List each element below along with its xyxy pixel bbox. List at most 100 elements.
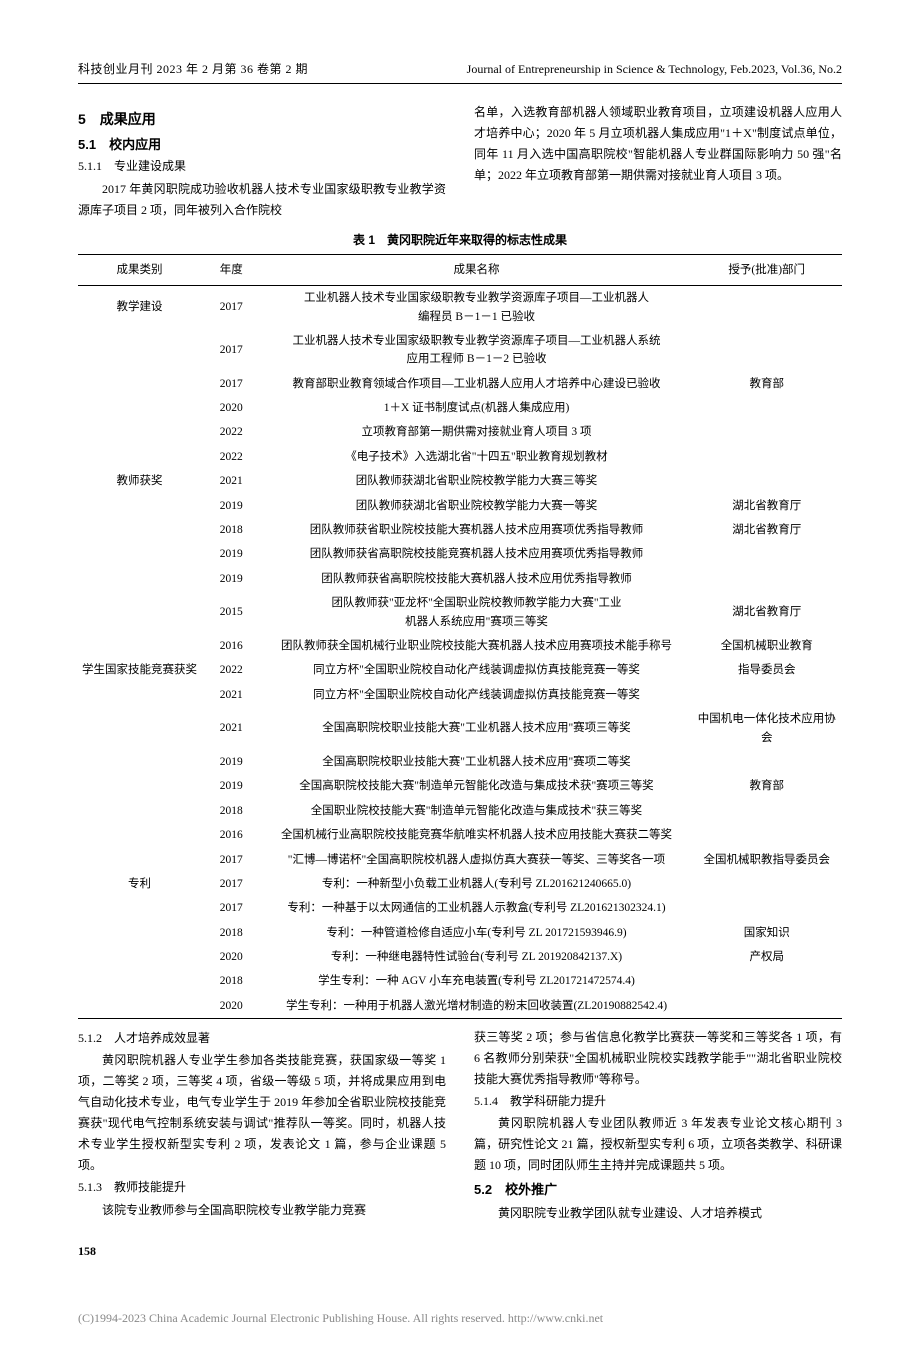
- table-row: 2020专利：一种继电器特性试验台(专利号 ZL 201920842137.X)…: [78, 945, 842, 969]
- bottom-left-col: 5.1.2 人才培养成效显著 黄冈职院机器人专业学生参加各类技能竞赛，获国家级一…: [78, 1027, 446, 1224]
- cell-dept: 教育部: [691, 372, 842, 396]
- cell-dept: [691, 872, 842, 896]
- cell-name: 专利：一种管道检修自适应小车(专利号 ZL 201721593946.9): [262, 921, 692, 945]
- cell-dept: 国家知识: [691, 921, 842, 945]
- footer: (C)1994-2023 China Academic Journal Elec…: [78, 1309, 842, 1328]
- cell-name: 专利：一种基于以太网通信的工业机器人示教盒(专利号 ZL201621302324…: [262, 896, 692, 920]
- cell-name: 团队教师获湖北省职业院校教学能力大赛一等奖: [262, 494, 692, 518]
- intro-left-col: 5 成果应用 5.1 校内应用 5.1.1 专业建设成果 2017 年黄冈职院成…: [78, 102, 446, 220]
- cell-year: 2019: [201, 750, 262, 774]
- cell-name: 全国职业院校技能大赛"制造单元智能化改造与集成技术"获三等奖: [262, 799, 692, 823]
- cell-dept: 湖北省教育厅: [691, 591, 842, 634]
- cell-category: [78, 634, 201, 658]
- cell-category: [78, 372, 201, 396]
- cell-category: [78, 799, 201, 823]
- cell-name: 学生专利：一种 AGV 小车充电装置(专利号 ZL201721472574.4): [262, 969, 692, 993]
- cell-year: 2017: [201, 896, 262, 920]
- cell-dept: [691, 969, 842, 993]
- table-row: 2017专利：一种基于以太网通信的工业机器人示教盒(专利号 ZL20162130…: [78, 896, 842, 920]
- cell-dept: 指导委员会: [691, 658, 842, 682]
- cell-year: 2015: [201, 591, 262, 634]
- cell-dept: [691, 286, 842, 329]
- cell-category: 学生国家技能竞赛获奖: [78, 658, 201, 682]
- cell-category: [78, 445, 201, 469]
- cell-year: 2019: [201, 494, 262, 518]
- cell-name: 《电子技术》入选湖北省"十四五"职业教育规划教材: [262, 445, 692, 469]
- cell-year: 2019: [201, 542, 262, 566]
- cell-year: 2022: [201, 658, 262, 682]
- cell-category: 教学建设: [78, 286, 201, 329]
- para-5-2: 黄冈职院专业教学团队就专业建设、人才培养模式: [474, 1203, 842, 1224]
- para-5-1-3: 该院专业教师参与全国高职院校专业教学能力竞赛: [78, 1200, 446, 1221]
- bottom-right-col: 获三等奖 2 项；参与省信息化教学比赛获一等奖和三等奖各 1 项，有 6 名教师…: [474, 1027, 842, 1224]
- table-row: 2017"汇博—博诺杯"全国高职院校机器人虚拟仿真大赛获一等奖、三等奖各一项全国…: [78, 848, 842, 872]
- running-header: 科技创业月刊 2023 年 2 月第 36 卷第 2 期 Journal of …: [78, 60, 842, 84]
- table-row: 20201＋X 证书制度试点(机器人集成应用): [78, 396, 842, 420]
- table-row: 2022立项教育部第一期供需对接就业育人项目 3 项: [78, 420, 842, 444]
- cell-name: 专利：一种继电器特性试验台(专利号 ZL 201920842137.X): [262, 945, 692, 969]
- table-row: 2021全国高职院校职业技能大赛"工业机器人技术应用"赛项三等奖中国机电一体化技…: [78, 707, 842, 750]
- cell-dept: 湖北省教育厅: [691, 494, 842, 518]
- cell-year: 2021: [201, 707, 262, 750]
- cell-year: 2018: [201, 518, 262, 542]
- table-row: 教学建设2017工业机器人技术专业国家级职教专业教学资源库子项目—工业机器人编程…: [78, 286, 842, 329]
- table-header-cell: 年度: [201, 254, 262, 285]
- heading-5-2: 5.2 校外推广: [474, 1180, 842, 1201]
- cell-year: 2022: [201, 420, 262, 444]
- table-row: 2019全国高职院校技能大赛"制造单元智能化改造与集成技术获"赛项三等奖教育部: [78, 774, 842, 798]
- table-row: 2019团队教师获省高职院校技能大赛机器人技术应用优秀指导教师: [78, 567, 842, 591]
- para-5-1-1-cont: 名单，入选教育部机器人领域职业教育项目，立项建设机器人应用人才培养中心；2020…: [474, 102, 842, 186]
- intro-columns: 5 成果应用 5.1 校内应用 5.1.1 专业建设成果 2017 年黄冈职院成…: [78, 102, 842, 220]
- cell-name: 同立方杯"全国职业院校自动化产线装调虚拟仿真技能竞赛一等奖: [262, 683, 692, 707]
- cell-year: 2017: [201, 329, 262, 372]
- cell-year: 2017: [201, 372, 262, 396]
- cell-year: 2018: [201, 799, 262, 823]
- table-row: 2018全国职业院校技能大赛"制造单元智能化改造与集成技术"获三等奖: [78, 799, 842, 823]
- cell-name: 团队教师获湖北省职业院校教学能力大赛三等奖: [262, 469, 692, 493]
- heading-5: 5 成果应用: [78, 108, 446, 130]
- cell-category: [78, 994, 201, 1019]
- cell-category: [78, 542, 201, 566]
- table-1-title: 表 1 黄冈职院近年来取得的标志性成果: [78, 231, 842, 250]
- cell-name: 全国高职院校技能大赛"制造单元智能化改造与集成技术获"赛项三等奖: [262, 774, 692, 798]
- table-row: 2018学生专利：一种 AGV 小车充电装置(专利号 ZL20172147257…: [78, 969, 842, 993]
- cell-name: 全国高职院校职业技能大赛"工业机器人技术应用"赛项二等奖: [262, 750, 692, 774]
- cell-year: 2018: [201, 969, 262, 993]
- table-row: 2018专利：一种管道检修自适应小车(专利号 ZL 201721593946.9…: [78, 921, 842, 945]
- table-header-row: 成果类别年度成果名称授予(批准)部门: [78, 254, 842, 285]
- cell-year: 2017: [201, 848, 262, 872]
- cell-dept: [691, 469, 842, 493]
- cell-name: 同立方杯"全国职业院校自动化产线装调虚拟仿真技能竞赛一等奖: [262, 658, 692, 682]
- table-row: 2020学生专利：一种用于机器人激光增材制造的粉末回收装置(ZL20190882…: [78, 994, 842, 1019]
- table-row: 2017教育部职业教育领域合作项目—工业机器人应用人才培养中心建设已验收教育部: [78, 372, 842, 396]
- cell-category: 教师获奖: [78, 469, 201, 493]
- cell-year: 2020: [201, 994, 262, 1019]
- table-header-cell: 成果名称: [262, 254, 692, 285]
- cell-category: [78, 750, 201, 774]
- cell-category: [78, 848, 201, 872]
- cell-name: 团队教师获全国机械行业职业院校技能大赛机器人技术应用赛项技术能手称号: [262, 634, 692, 658]
- table-header-cell: 成果类别: [78, 254, 201, 285]
- cell-category: [78, 420, 201, 444]
- cell-name: 团队教师获省高职院校技能竞赛机器人技术应用赛项优秀指导教师: [262, 542, 692, 566]
- table-1: 成果类别年度成果名称授予(批准)部门 教学建设2017工业机器人技术专业国家级职…: [78, 254, 842, 1020]
- cell-category: [78, 567, 201, 591]
- cell-dept: 教育部: [691, 774, 842, 798]
- cell-dept: [691, 542, 842, 566]
- intro-right-col: 名单，入选教育部机器人领域职业教育项目，立项建设机器人应用人才培养中心；2020…: [474, 102, 842, 220]
- table-row: 2015团队教师获"亚龙杯"全国职业院校教师教学能力大赛"工业机器人系统应用"赛…: [78, 591, 842, 634]
- table-row: 教师获奖2021团队教师获湖北省职业院校教学能力大赛三等奖: [78, 469, 842, 493]
- heading-5-1-3: 5.1.3 教师技能提升: [78, 1178, 446, 1197]
- bottom-columns: 5.1.2 人才培养成效显著 黄冈职院机器人专业学生参加各类技能竞赛，获国家级一…: [78, 1027, 842, 1224]
- table-row: 2018团队教师获省职业院校技能大赛机器人技术应用赛项优秀指导教师湖北省教育厅: [78, 518, 842, 542]
- footer-link[interactable]: http://www.cnki.net: [508, 1311, 603, 1325]
- cell-category: [78, 396, 201, 420]
- cell-year: 2018: [201, 921, 262, 945]
- cell-year: 2016: [201, 823, 262, 847]
- cell-name: 全国机械行业高职院校技能竞赛华航唯实杯机器人技术应用技能大赛获二等奖: [262, 823, 692, 847]
- cell-name: 工业机器人技术专业国家级职教专业教学资源库子项目—工业机器人系统应用工程师 B－…: [262, 329, 692, 372]
- table-row: 2019全国高职院校职业技能大赛"工业机器人技术应用"赛项二等奖: [78, 750, 842, 774]
- table-row: 2016全国机械行业高职院校技能竞赛华航唯实杯机器人技术应用技能大赛获二等奖: [78, 823, 842, 847]
- cell-category: [78, 823, 201, 847]
- cell-dept: 湖北省教育厅: [691, 518, 842, 542]
